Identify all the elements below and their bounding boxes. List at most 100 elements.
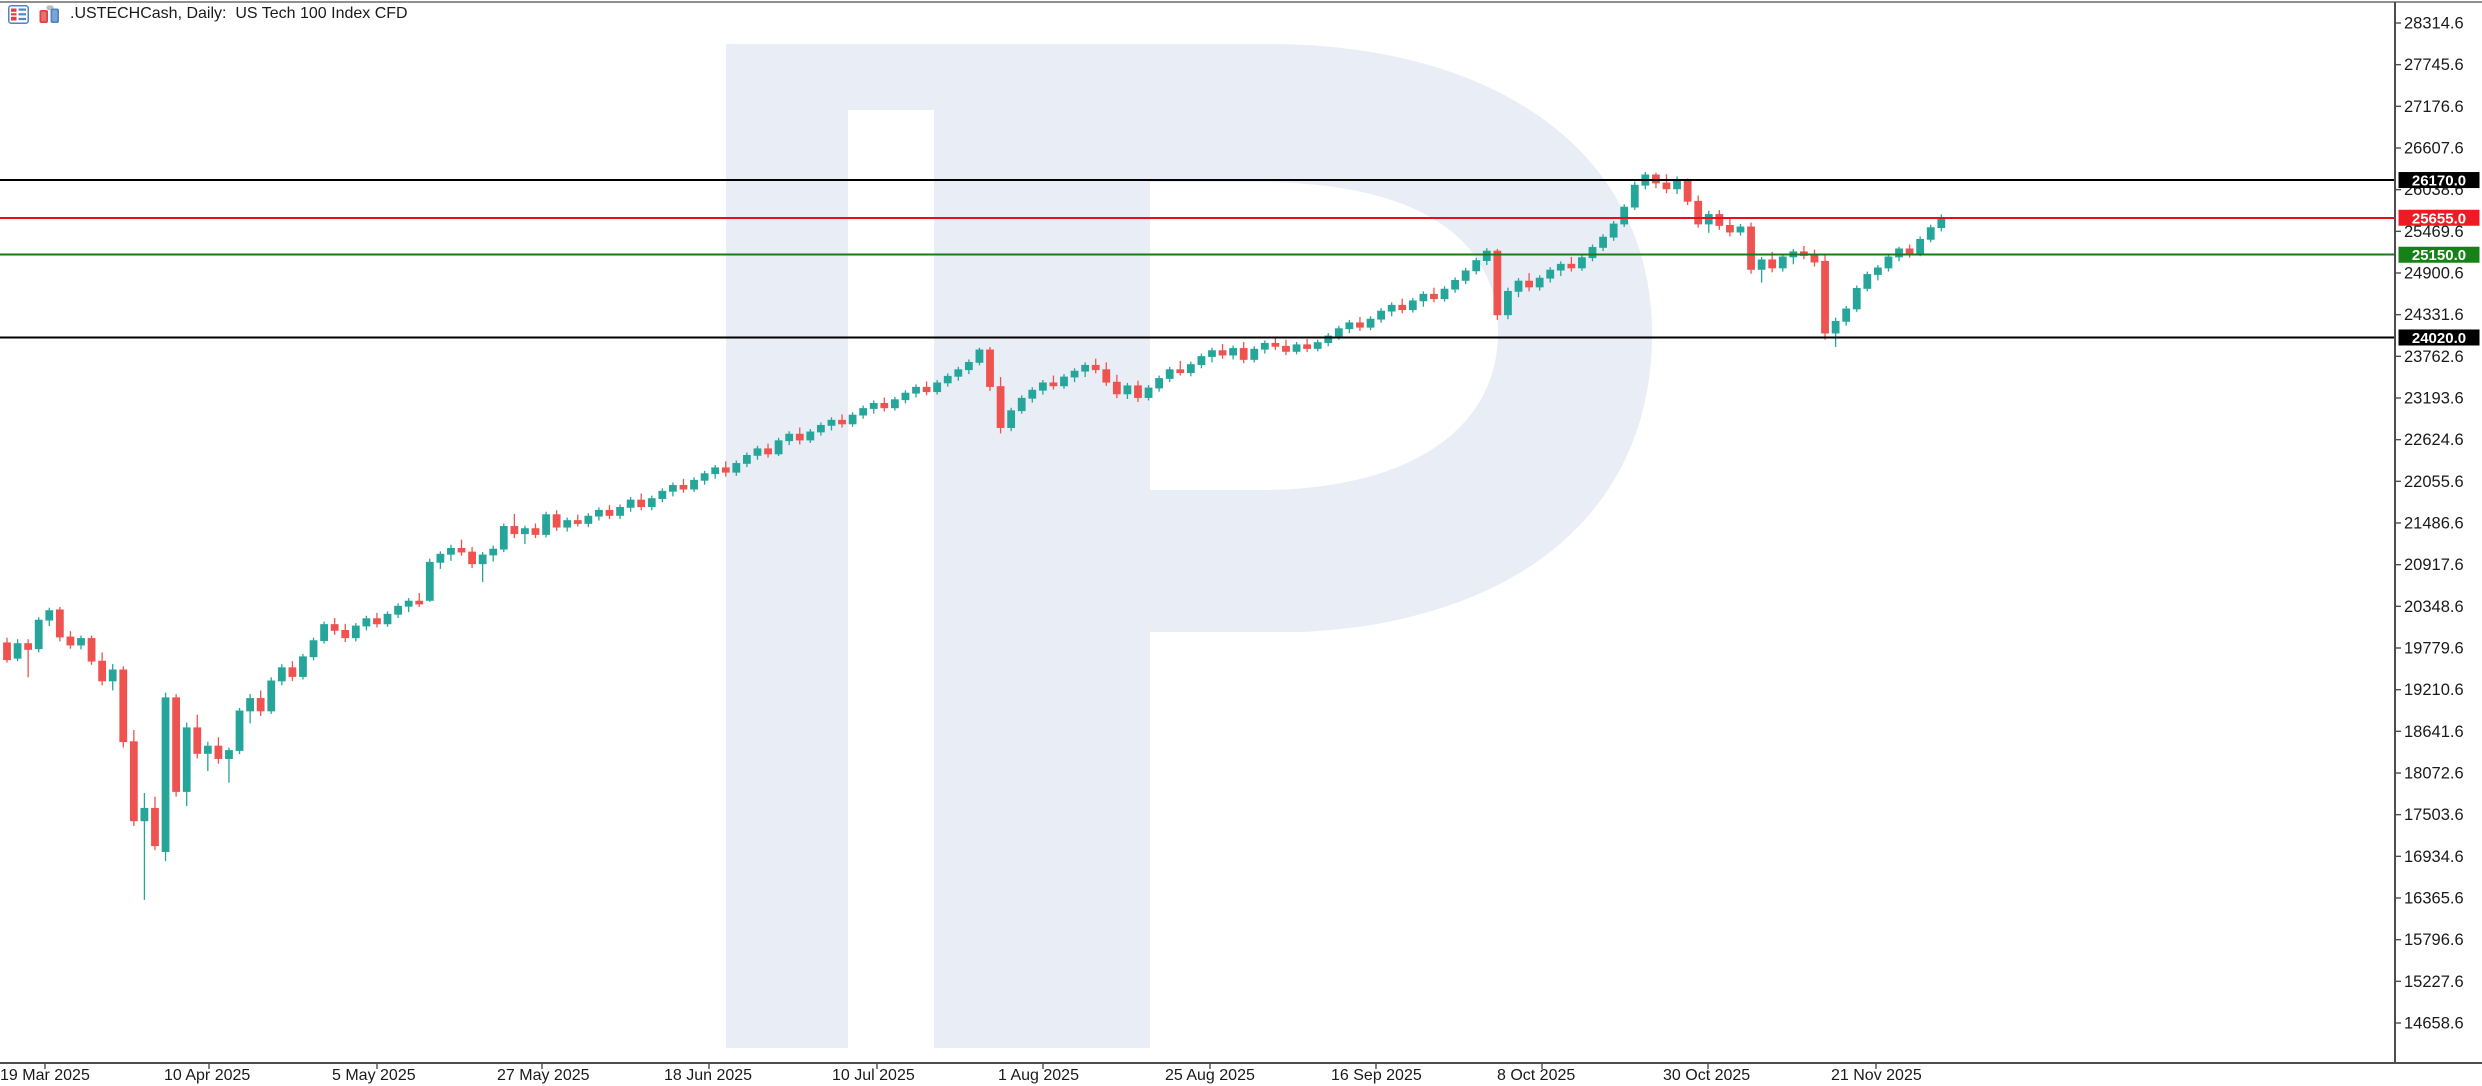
price-tick-label: 23193.6 — [2404, 390, 2464, 408]
date-tick-label: 21 Nov 2025 — [1831, 1067, 1922, 1084]
candle — [1134, 380, 1142, 402]
watermark-logo — [726, 44, 1652, 1048]
candle — [637, 493, 646, 511]
candle — [1546, 267, 1555, 283]
candle — [1165, 366, 1174, 383]
candle — [299, 653, 307, 680]
candle — [362, 615, 371, 631]
candle — [690, 477, 698, 492]
date-tick-label: 30 Oct 2025 — [1663, 1067, 1750, 1084]
candle — [1726, 218, 1734, 237]
candle — [1038, 379, 1047, 395]
candle — [912, 384, 920, 398]
candle — [616, 504, 624, 520]
candle — [552, 510, 561, 531]
candle — [1186, 361, 1195, 377]
candle — [573, 514, 582, 527]
candle — [1588, 244, 1597, 262]
candle — [795, 427, 804, 445]
candle — [235, 708, 244, 755]
candle — [1673, 176, 1681, 194]
candle — [510, 513, 519, 539]
candle — [827, 417, 836, 431]
candle — [700, 470, 709, 485]
candle — [1303, 338, 1312, 353]
candle — [447, 544, 455, 561]
svg-text:24020.0: 24020.0 — [2412, 330, 2466, 347]
svg-text:26170.0: 26170.0 — [2412, 173, 2466, 190]
candle — [1091, 358, 1100, 374]
candle — [468, 546, 476, 569]
candle — [1704, 210, 1713, 233]
candle — [859, 405, 868, 419]
candle — [626, 497, 635, 512]
candle — [542, 511, 550, 538]
candle — [711, 464, 720, 479]
candle — [1408, 297, 1417, 313]
candle — [277, 664, 286, 686]
price-tick-label: 17503.6 — [2404, 806, 2464, 824]
candle — [996, 377, 1005, 434]
candle — [1926, 224, 1935, 243]
candle — [1060, 374, 1068, 389]
candle — [1599, 234, 1607, 252]
candle — [1440, 286, 1449, 302]
price-tick-label: 15796.6 — [2404, 931, 2464, 949]
price-tick-label: 21486.6 — [2404, 515, 2464, 533]
candle — [404, 598, 413, 613]
candle — [203, 741, 212, 771]
candle — [13, 639, 22, 662]
candle — [1472, 257, 1481, 275]
candle — [954, 366, 963, 381]
candle — [975, 347, 984, 366]
candle — [764, 443, 772, 458]
candle — [785, 431, 794, 446]
candle — [66, 631, 75, 649]
price-tick-label: 25469.6 — [2404, 223, 2464, 241]
candle — [943, 373, 952, 387]
date-axis[interactable]: 19 Mar 2025 10 Apr 2025 5 May 2025 27 May 2… — [0, 1063, 1922, 1084]
candle — [1155, 375, 1164, 392]
candle — [1007, 407, 1016, 432]
price-tick-label: 24331.6 — [2404, 306, 2464, 324]
candle — [1017, 395, 1026, 414]
candle — [1218, 344, 1227, 359]
candle — [1324, 333, 1333, 347]
candle — [1504, 287, 1512, 320]
candle — [55, 606, 64, 642]
candle — [351, 623, 360, 642]
price-tick-label: 22055.6 — [2404, 473, 2464, 491]
candle — [1831, 317, 1840, 348]
candle — [890, 396, 899, 411]
candle — [1271, 337, 1280, 350]
candle — [848, 412, 857, 427]
candle — [225, 747, 233, 783]
candle — [1852, 285, 1861, 312]
candle — [933, 379, 942, 395]
candle — [1630, 181, 1639, 211]
candle — [1535, 275, 1544, 291]
candle — [1525, 273, 1533, 292]
date-tick-label: 18 Jun 2025 — [664, 1067, 752, 1084]
candle — [838, 414, 846, 428]
date-tick-label: 8 Oct 2025 — [1497, 1067, 1575, 1084]
price-label-24020.0: 24020.0 — [2398, 329, 2480, 347]
candle — [1578, 254, 1586, 271]
candle — [172, 694, 181, 797]
price-tick-label: 15227.6 — [2404, 973, 2464, 991]
price-tick-label: 20348.6 — [2404, 598, 2464, 616]
candle — [721, 461, 730, 477]
date-tick-label: 10 Apr 2025 — [164, 1067, 250, 1084]
candle — [1176, 360, 1185, 376]
date-tick-label: 1 Aug 2025 — [998, 1067, 1079, 1084]
candle — [1842, 305, 1851, 326]
candle — [373, 612, 381, 628]
candle — [1260, 340, 1269, 354]
candle — [1081, 362, 1090, 378]
price-axis[interactable]: 28314.627745.627176.626607.626038.625469… — [2395, 15, 2464, 1033]
candle — [1863, 271, 1872, 292]
candle — [563, 517, 572, 532]
date-tick-label: 19 Mar 2025 — [0, 1067, 90, 1084]
